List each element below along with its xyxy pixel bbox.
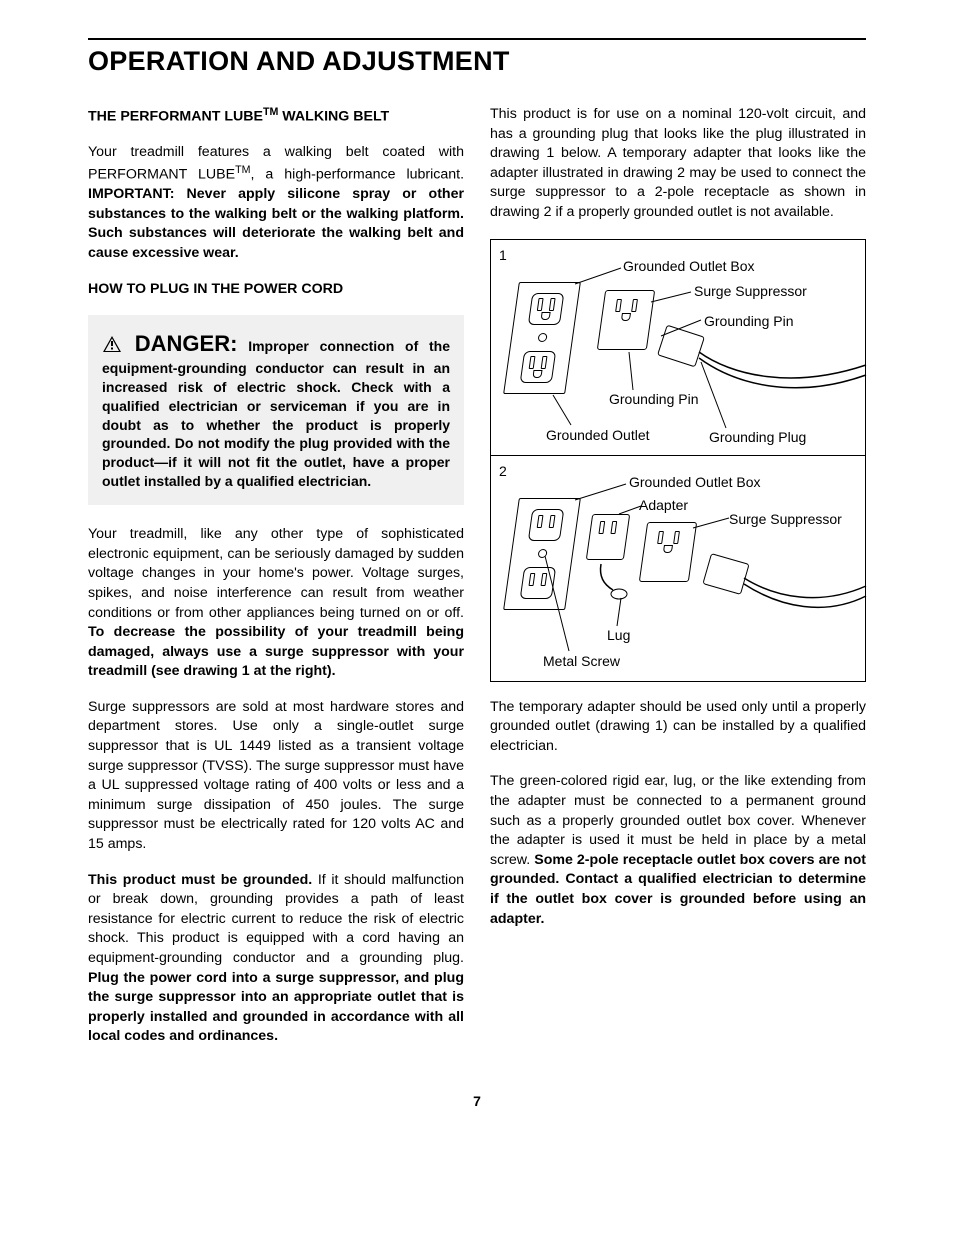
- label-lug: Lug: [607, 626, 630, 645]
- text: , a high-performance lubricant.: [250, 167, 464, 183]
- section-heading-plug: HOW TO PLUG IN THE POWER CORD: [88, 280, 464, 300]
- paragraph-grounding: This product must be grounded. If it sho…: [88, 871, 464, 1047]
- page: OPERATION AND ADJUSTMENT THE PERFORMANT …: [0, 0, 954, 1139]
- label-grounded-outlet-box: Grounded Outlet Box: [629, 473, 761, 492]
- danger-text: Improper connection of the equipment-gro…: [102, 338, 450, 489]
- trademark: TM: [235, 164, 250, 176]
- label-grounding-plug: Grounding Plug: [709, 428, 806, 447]
- label-adapter: Adapter: [639, 496, 688, 515]
- paragraph-surge-intro: Your treadmill, like any other type of s…: [88, 525, 464, 682]
- paragraph-surge-spec: Surge suppressors are sold at most hardw…: [88, 698, 464, 855]
- bold-text: To decrease the possibility of your trea…: [88, 624, 464, 679]
- paragraph-120v: This product is for use on a nominal 120…: [490, 105, 866, 223]
- paragraph-temp-adapter: The temporary adapter should be used onl…: [490, 698, 866, 757]
- bold-text: This product must be grounded.: [88, 872, 312, 888]
- label-grounded-outlet-box: Grounded Outlet Box: [623, 257, 755, 276]
- trademark: TM: [263, 106, 278, 118]
- paragraph-lube: Your treadmill features a walking belt c…: [88, 143, 464, 263]
- warning-icon: [102, 335, 122, 358]
- diagram-container: 1: [490, 239, 866, 682]
- danger-label: DANGER:: [135, 331, 238, 356]
- columns: THE PERFORMANT LUBETM WALKING BELT Your …: [88, 105, 866, 1063]
- left-column: THE PERFORMANT LUBETM WALKING BELT Your …: [88, 105, 464, 1063]
- drawing-2: 2: [491, 456, 865, 681]
- heading-text: THE PERFORMANT LUBE: [88, 109, 263, 125]
- label-grounded-outlet: Grounded Outlet: [546, 426, 650, 445]
- page-number: 7: [88, 1093, 866, 1109]
- top-rule: [88, 38, 866, 40]
- drawing-1: 1: [491, 240, 865, 456]
- text: Your treadmill, like any other type of s…: [88, 526, 464, 620]
- paragraph-green-lug: The green-colored rigid ear, lug, or the…: [490, 772, 866, 929]
- page-title: OPERATION AND ADJUSTMENT: [88, 46, 866, 77]
- label-grounding-pin: Grounding Pin: [609, 390, 699, 409]
- label-surge-suppressor: Surge Suppressor: [729, 510, 842, 529]
- right-column: This product is for use on a nominal 120…: [490, 105, 866, 1063]
- heading-suffix: WALKING BELT: [278, 109, 389, 125]
- important-text: IMPORTANT: Never apply silicone spray or…: [88, 186, 464, 261]
- bold-text: Some 2-pole receptacle outlet box covers…: [490, 852, 866, 927]
- label-surge-suppressor: Surge Suppressor: [694, 282, 807, 301]
- section-heading-lube: THE PERFORMANT LUBETM WALKING BELT: [88, 105, 464, 127]
- bold-text: Plug the power cord into a surge suppres…: [88, 970, 464, 1045]
- danger-box: DANGER: Improper connection of the equip…: [88, 315, 464, 505]
- label-grounding-pin: Grounding Pin: [704, 312, 794, 331]
- label-metal-screw: Metal Screw: [543, 652, 620, 671]
